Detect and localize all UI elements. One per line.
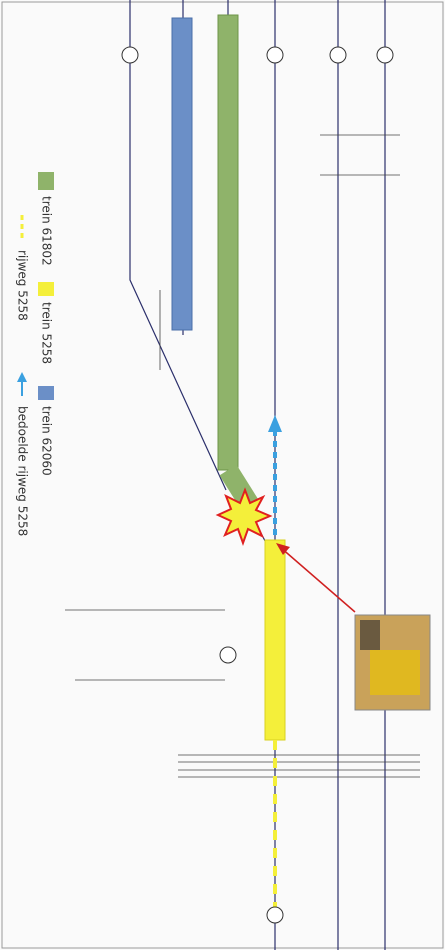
marker-line — [65, 134, 400, 681]
signals — [121, 46, 394, 924]
legend-label: trein 61802 — [40, 196, 54, 266]
legend-swatch — [17, 372, 27, 382]
photo-train — [370, 650, 420, 695]
train-5258 — [264, 539, 286, 741]
signal — [266, 46, 284, 64]
pointer-head — [276, 543, 290, 555]
photo-shade — [360, 620, 380, 650]
legend-label: trein 5258 — [40, 302, 54, 364]
arrow-head — [268, 415, 282, 432]
signal — [266, 906, 284, 924]
signal — [329, 46, 347, 64]
legend-swatch — [38, 386, 54, 400]
legend-label: bedoelde rijweg 5258 — [16, 406, 30, 536]
legend-swatch — [38, 172, 54, 190]
legend-label: rijweg 5258 — [16, 250, 30, 321]
signal — [219, 646, 237, 664]
train-62060 — [171, 17, 193, 331]
signal — [376, 46, 394, 64]
legend-swatch — [38, 282, 54, 296]
train-61802 — [217, 14, 239, 471]
collision — [215, 487, 273, 546]
signal — [121, 46, 139, 64]
pointer — [279, 546, 356, 613]
bridge — [178, 754, 420, 778]
track — [129, 0, 227, 491]
legend: trein 61802 trein 5258 trein 62060 rijwe… — [16, 172, 54, 536]
legend-label: trein 62060 — [40, 406, 54, 476]
